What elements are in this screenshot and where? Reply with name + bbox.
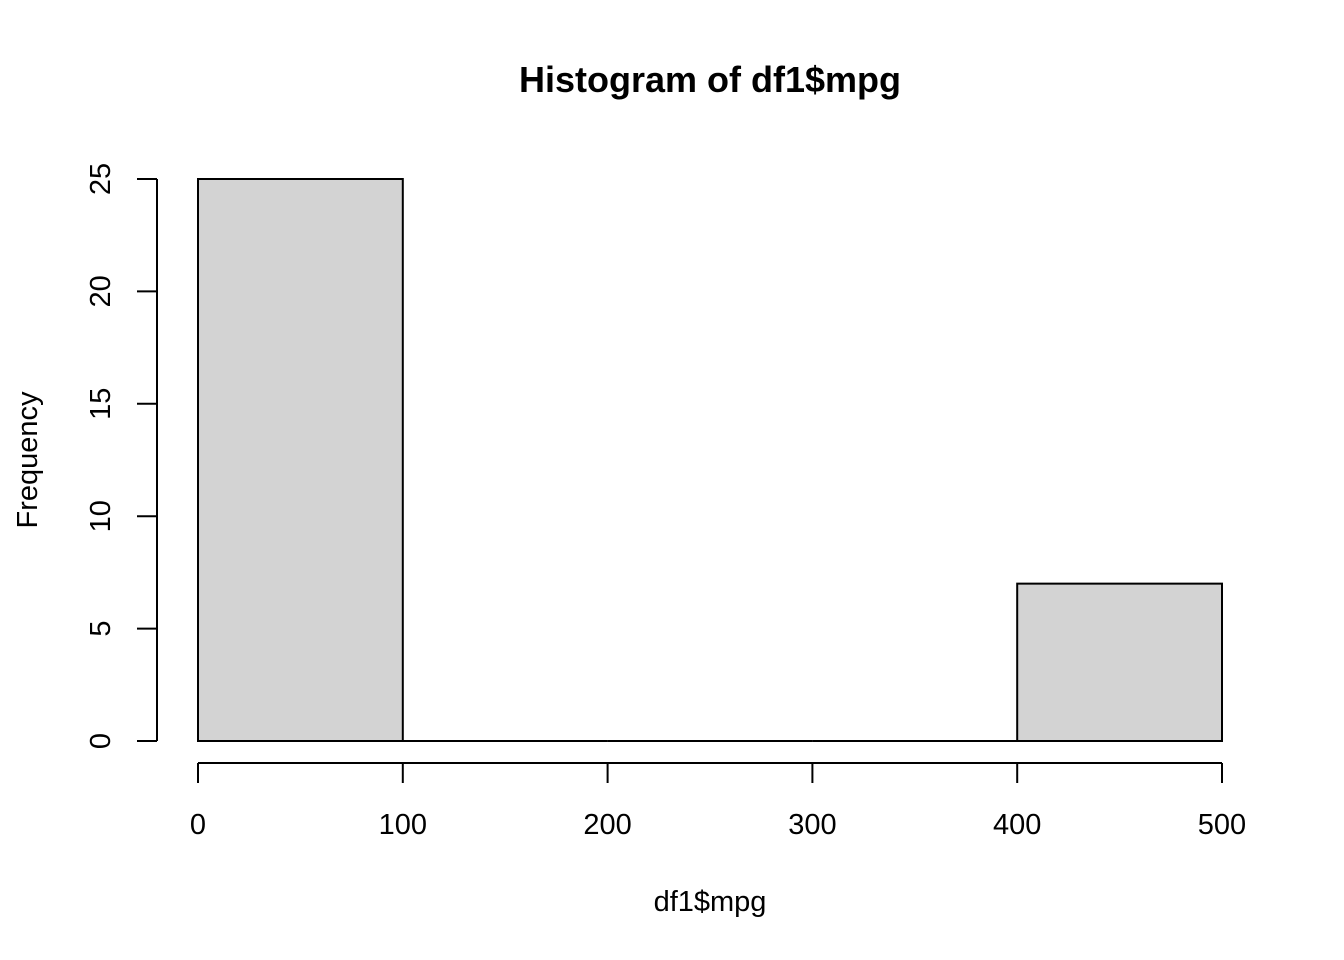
x-tick-label: 200: [583, 809, 631, 841]
x-tick-label: 0: [190, 809, 206, 841]
histogram-bar: [197, 178, 404, 742]
chart-title: Histogram of df1$mpg: [519, 59, 901, 100]
y-tick-label: 25: [85, 163, 117, 195]
x-tick-label: 300: [788, 809, 836, 841]
x-axis-label: df1$mpg: [654, 886, 767, 918]
y-tick-label: 0: [85, 733, 117, 749]
x-axis: 0 100 200 300 400 500: [190, 762, 1246, 841]
y-tick-label: 15: [85, 388, 117, 420]
y-tick-label: 5: [85, 621, 117, 637]
y-axis: 0 5 10 15 20 25: [85, 163, 158, 749]
y-tick-label: 10: [85, 500, 117, 532]
histogram-bars: [197, 178, 1224, 743]
x-tick-label: 100: [379, 809, 427, 841]
x-tick-label: 500: [1198, 809, 1246, 841]
histogram-bar: [1016, 582, 1224, 743]
y-tick-label: 20: [85, 275, 117, 307]
x-tick-label: 400: [993, 809, 1041, 841]
y-axis-label: Frequency: [12, 391, 44, 529]
